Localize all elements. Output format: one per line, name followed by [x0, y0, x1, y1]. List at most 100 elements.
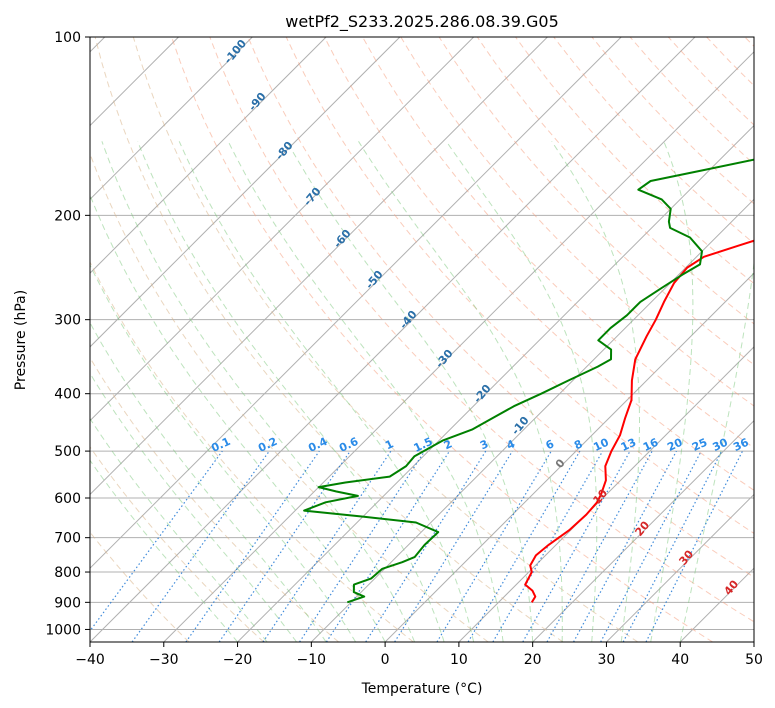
x-tick-label: −40 [75, 652, 105, 668]
moist-adiabat [90, 263, 357, 642]
dry-adiabat-label: -40 [397, 308, 420, 332]
mixing-ratio-line [394, 450, 513, 642]
y-axis: 100 200 300 400 500 600 700 800 900 1000 [45, 30, 90, 638]
profile-series [303, 158, 754, 604]
mixing-ratio-label: 16 [641, 436, 661, 454]
mixing-ratio-label: 0.2 [256, 435, 279, 455]
moist-adiabat [90, 193, 386, 642]
isotherm-line [679, 567, 754, 642]
mixing-ratio-line [600, 450, 702, 642]
moist-adiabat [90, 372, 297, 642]
mixing-ratio-label: 36 [731, 436, 751, 454]
mixing-ratio-label: 10 [591, 436, 611, 454]
dry-adiabat-label: -20 [471, 382, 494, 406]
moist-adiabat [178, 141, 475, 642]
isotherm-line [90, 37, 253, 201]
x-tick-label: 0 [381, 652, 390, 668]
mixing-ratio-line [467, 450, 581, 642]
isotherm-line [532, 419, 754, 642]
grid-lines [90, 37, 754, 642]
y-tick-label: 500 [54, 444, 81, 460]
x-axis-label: Temperature (°C) [361, 681, 483, 697]
mixing-ratio-line [522, 450, 631, 642]
isotherm-line [458, 346, 754, 642]
isotherm-line [753, 641, 754, 642]
mixing-ratio-label: 6 [544, 437, 557, 452]
y-tick-label: 900 [54, 595, 81, 611]
isotherm-line [90, 37, 696, 642]
mixing-ratio-label: 30 [711, 436, 731, 454]
isotherm-line [237, 124, 754, 642]
moist-adiabat-label: 0 [553, 456, 568, 470]
dry-adiabat [476, 37, 754, 325]
dry-adiabat-label: -50 [363, 268, 386, 292]
moist-adiabat [286, 141, 534, 642]
dry-adiabat [209, 37, 754, 623]
moist-adiabat [445, 141, 598, 642]
x-tick-label: 30 [598, 652, 616, 668]
mixing-ratio-label: 13 [619, 436, 638, 454]
isotherm-line [90, 37, 622, 569]
y-tick-label: 400 [54, 387, 81, 403]
moist-adiabat [137, 141, 445, 642]
isotherm-line [606, 493, 754, 642]
y-tick-label: 700 [54, 531, 81, 547]
dry-adiabat [171, 37, 713, 642]
mixing-ratio-label: 25 [690, 436, 709, 454]
moist-adiabat [650, 141, 694, 642]
dry-adiabat-label: -80 [273, 139, 296, 163]
mixing-ratio-line [365, 450, 487, 642]
dry-adiabat [629, 37, 754, 165]
dry-adiabat [323, 37, 754, 491]
dry-adiabat [94, 37, 564, 642]
isotherm-line [90, 37, 548, 496]
x-tick-label: 10 [450, 652, 468, 668]
plot-frame [89, 36, 755, 643]
chart-title: wetPf2_S233.2025.286.08.39.G05 [285, 12, 559, 32]
x-tick-label: 20 [524, 652, 542, 668]
dry-adiabat-label: -100 [221, 37, 249, 67]
isotherm-line [90, 37, 327, 274]
moist-adiabat [551, 141, 640, 642]
mixing-ratio-line [546, 450, 653, 642]
dry-adiabat-label: -60 [331, 227, 354, 251]
isotherm-line [163, 51, 754, 642]
dry-adiabat [247, 37, 754, 578]
dry-adiabat [90, 356, 339, 642]
dry-adiabat [706, 37, 754, 87]
mixing-ratio-label: 1 [383, 437, 395, 452]
mixing-ratio-line [436, 450, 552, 642]
mixing-ratio-line [325, 450, 450, 642]
moist-adiabat [227, 141, 504, 642]
x-tick-label: 50 [745, 652, 763, 668]
dry-adiabat [744, 37, 754, 47]
y-tick-label: 1000 [45, 622, 81, 638]
y-tick-label: 800 [54, 565, 81, 581]
moist-adiabat-label: 40 [721, 577, 741, 597]
dry-adiabat-label: -70 [301, 185, 324, 209]
y-tick-label: 600 [54, 491, 81, 507]
isotherm-line [310, 198, 754, 642]
moist-adiabat-label: 20 [632, 518, 652, 538]
x-tick-label: −10 [297, 652, 327, 668]
moist-adiabat [101, 141, 416, 642]
moist-adiabat [358, 141, 563, 642]
dewpoint-line [303, 158, 754, 604]
mixing-ratio-label: 0.1 [209, 435, 232, 455]
mixing-ratio-label: 1.5 [412, 435, 435, 455]
y-tick-label: 100 [54, 30, 81, 46]
dry-adiabat [553, 37, 754, 245]
y-tick-label: 300 [54, 313, 81, 329]
dry-adiabats [90, 37, 754, 642]
dry-adiabat [90, 152, 489, 642]
moist-adiabat [679, 258, 754, 642]
mixing-ratio-label: 20 [665, 436, 685, 454]
y-axis-label: Pressure (hPa) [13, 290, 29, 390]
dry-adiabat-label: -30 [433, 347, 456, 371]
mixing-ratio-label: 0.4 [306, 435, 329, 455]
dry-adiabat-label: -10 [509, 414, 532, 438]
mixing-ratio-line [218, 450, 351, 642]
mixing-ratio-lines [90, 450, 744, 642]
mixing-ratio-line [185, 450, 320, 642]
